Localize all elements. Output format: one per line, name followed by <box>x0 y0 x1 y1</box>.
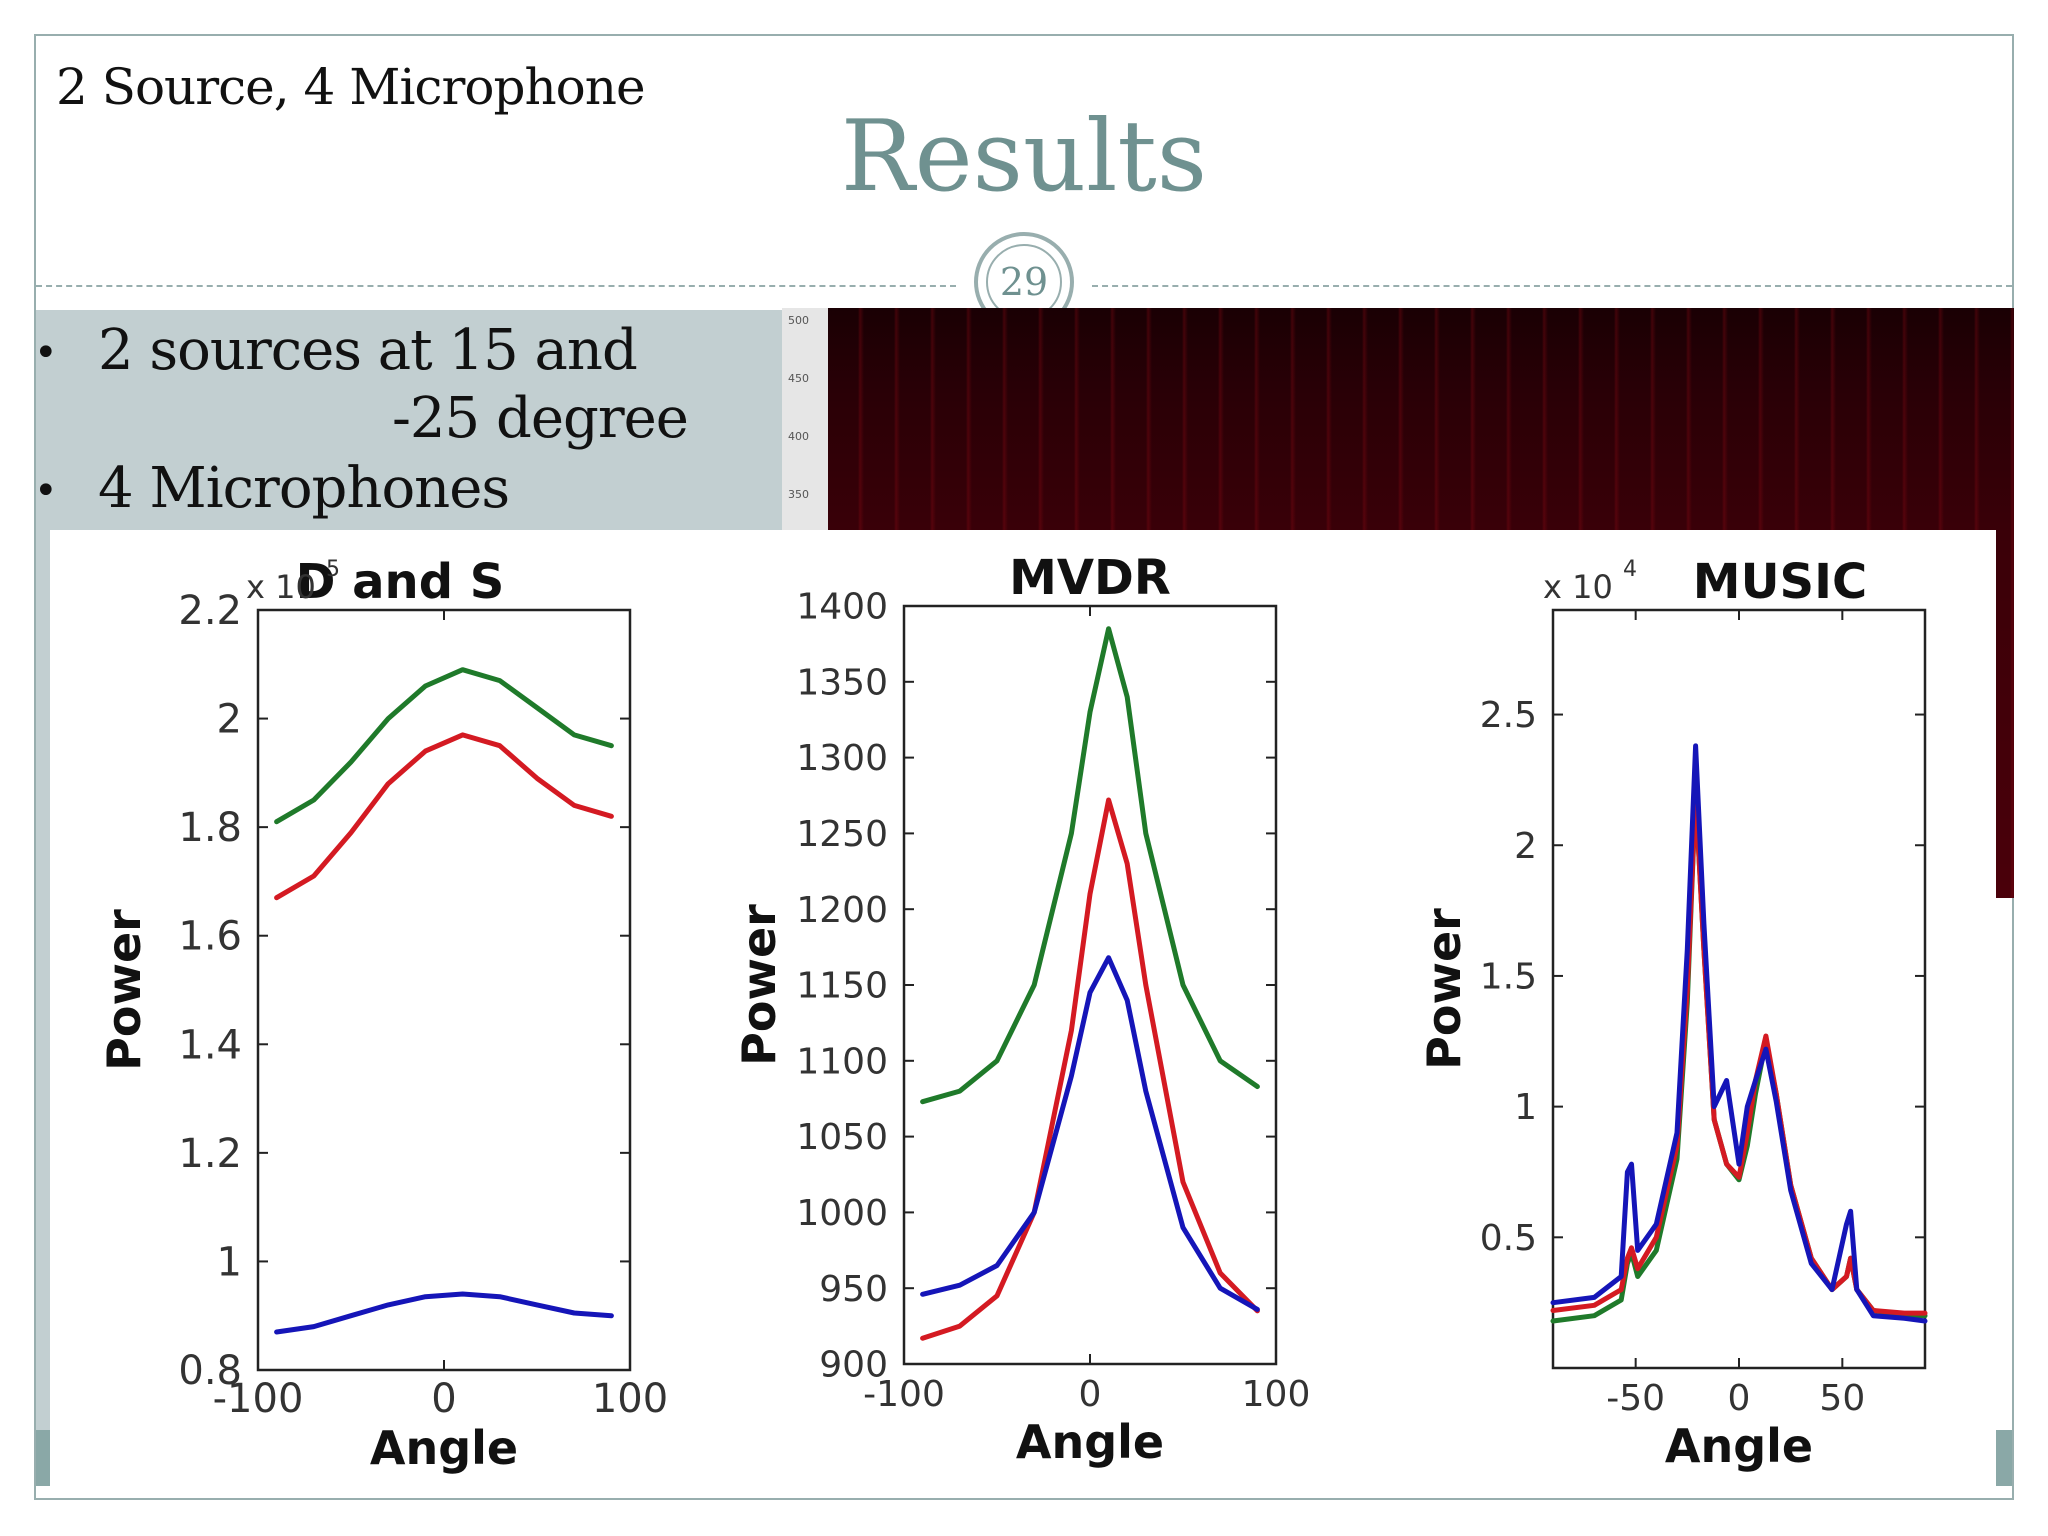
exponent-power: 4 <box>1623 557 1637 582</box>
x-tick-label: 50 <box>1819 1378 1865 1419</box>
bullet-1-line-2: -25 degree <box>392 386 689 451</box>
exponent-label: x 10 <box>246 568 316 606</box>
y-tick-label: 1400 <box>796 587 888 628</box>
y-tick-label: 2.5 <box>1480 695 1537 736</box>
x-axis-label: Angle <box>370 1421 518 1475</box>
series-line-green <box>274 667 614 825</box>
series-line-blue <box>1550 743 1928 1324</box>
y-tick-label: 0.5 <box>1480 1218 1537 1259</box>
y-tick-label: 1050 <box>796 1117 888 1158</box>
y-tick-label: 2.2 <box>178 588 242 634</box>
y-tick-label: 1350 <box>796 662 888 703</box>
y-tick-label: 900 <box>819 1345 888 1386</box>
y-tick-label: 1.6 <box>178 914 242 960</box>
bullet-1-line-1: 2 sources at 15 and <box>98 318 638 383</box>
divider-right <box>1092 285 2012 287</box>
x-axis-label: Angle <box>1016 1415 1164 1469</box>
chart-title: MUSIC <box>1693 554 1867 610</box>
x-tick-label: 0 <box>431 1376 456 1422</box>
y-tick-label: 1.5 <box>1480 957 1537 998</box>
x-tick-label: 0 <box>1079 1374 1102 1415</box>
bullet-marker: • <box>34 468 58 514</box>
plot-frame <box>256 608 632 1372</box>
chart-title: D and S <box>296 554 505 610</box>
y-tick-label: 1.2 <box>178 1131 242 1177</box>
series-line-red <box>274 732 614 901</box>
series-line-green <box>1550 790 1928 1324</box>
series-line-green <box>920 626 1260 1105</box>
spectrogram-tick: 450 <box>788 372 809 385</box>
series-line-blue <box>274 1291 614 1335</box>
y-tick-label: 1300 <box>796 738 888 779</box>
divider-left <box>36 285 956 287</box>
y-axis-label: Power <box>97 909 151 1071</box>
x-tick-label: 100 <box>1242 1374 1311 1415</box>
x-tick-label: -100 <box>213 1376 304 1422</box>
series-line-red <box>1550 790 1928 1316</box>
y-axis-label: Power <box>732 904 786 1066</box>
y-tick-label: 950 <box>819 1269 888 1310</box>
y-tick-label: 0.8 <box>178 1348 242 1394</box>
x-tick-label: -50 <box>1606 1378 1665 1419</box>
x-tick-label: 100 <box>592 1376 668 1422</box>
y-tick-label: 2 <box>217 697 242 743</box>
y-tick-label: 1150 <box>796 966 888 1007</box>
y-tick-label: 2 <box>1514 826 1537 867</box>
y-tick-label: 1 <box>1514 1087 1537 1128</box>
y-tick-label: 1250 <box>796 814 888 855</box>
y-tick-label: 1.8 <box>178 805 242 851</box>
bullet-2-line-1: 4 Microphones <box>98 456 510 521</box>
x-tick-label: 0 <box>1728 1378 1751 1419</box>
chart-title: MVDR <box>1009 550 1171 606</box>
x-tick-label: -100 <box>863 1374 945 1415</box>
spectrogram-tick: 500 <box>788 314 809 327</box>
charts-svg: 0.811.21.41.61.822.2-100 0 100AnglePowerD … <box>97 550 1928 1475</box>
y-tick-label: 1200 <box>796 890 888 931</box>
slide-subtitle: 2 Source, 4 Microphone <box>56 58 646 116</box>
y-tick-label: 1.4 <box>178 1022 242 1068</box>
y-tick-label: 1 <box>217 1239 242 1285</box>
charts-panel: 0.8 1 1.2 1.4 1.6 1.8 2 2.2 -100 0 100 Angle Power D … <box>50 530 1996 1488</box>
exponent-label: x 10 <box>1543 568 1613 606</box>
y-tick-label: 1000 <box>796 1193 888 1234</box>
y-tick-label: 1100 <box>796 1041 888 1082</box>
plot-frame <box>1551 608 1927 1370</box>
exponent-power: 5 <box>326 557 340 582</box>
bullet-marker: • <box>34 330 58 376</box>
spectrogram-tick: 400 <box>788 430 809 443</box>
x-axis-label: Angle <box>1665 1419 1813 1473</box>
y-axis-label: Power <box>1417 908 1471 1070</box>
slide-title: Results <box>840 100 1208 214</box>
series-line-red <box>920 797 1260 1341</box>
series-line-blue <box>920 955 1260 1312</box>
spectrogram-tick: 350 <box>788 488 809 501</box>
